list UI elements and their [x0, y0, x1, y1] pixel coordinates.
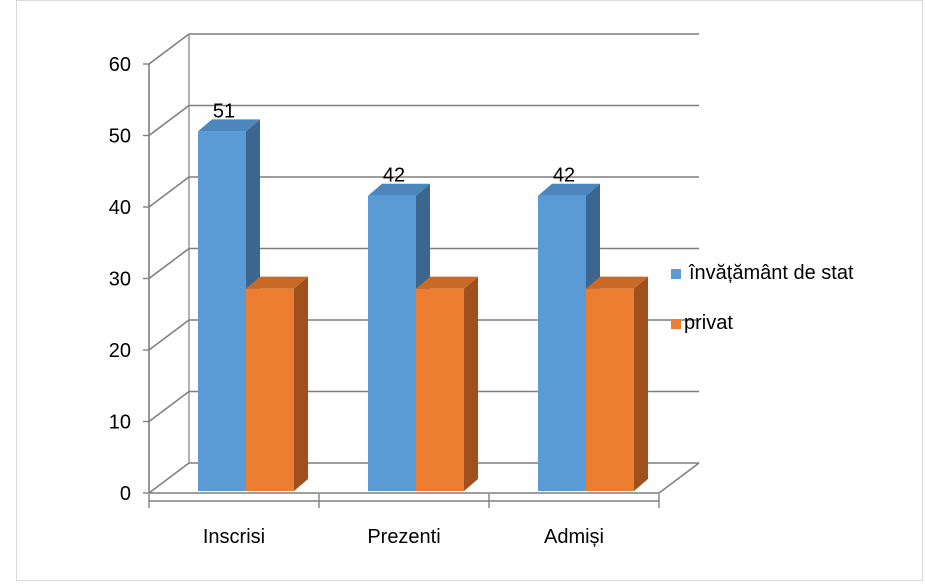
data-label: 42 [553, 165, 575, 187]
bar-top [246, 276, 308, 289]
bar-front [246, 288, 294, 491]
x-tick-label: Prezenti [367, 526, 440, 548]
bar-top [368, 183, 430, 196]
gridline-depth [148, 319, 190, 351]
bars [198, 119, 648, 491]
gridline-depth [148, 176, 190, 208]
y-tick-label: 20 [109, 340, 131, 362]
bar-side [294, 276, 308, 491]
gridline-depth [148, 33, 190, 65]
gridline-depth [148, 462, 190, 494]
bar-top [586, 276, 648, 289]
chart-frame: 0 10 20 30 40 50 60 Inscrisi Prezenti Admiși 51 42… [16, 0, 923, 581]
x-tick-label: Admiși [544, 526, 604, 548]
legend-swatch [671, 269, 681, 279]
gridline-depth [148, 247, 190, 280]
bar-front [586, 288, 634, 491]
data-labels: 51 42 42 [213, 100, 575, 186]
bar-privat-2 [416, 276, 478, 491]
bar-privat-3 [586, 276, 648, 491]
bar-side [634, 276, 648, 491]
y-tick-label: 50 [109, 126, 131, 148]
bar-front [368, 195, 416, 491]
bar-top [416, 276, 478, 289]
y-tick-label: 60 [109, 54, 131, 76]
bar-top [538, 183, 600, 196]
bar-front [198, 131, 246, 491]
y-tick-label: 10 [109, 412, 131, 434]
legend: învățământ de stat privat [671, 262, 854, 334]
y-tick-label: 0 [120, 483, 131, 505]
y-tick-label: 40 [109, 197, 131, 219]
legend-label: privat [684, 312, 733, 334]
gridline-depth [148, 104, 190, 137]
gridline-depth [148, 390, 190, 423]
bar-front [416, 288, 464, 491]
bar-top [198, 119, 260, 132]
legend-swatch [671, 319, 681, 329]
y-tick-label: 30 [109, 269, 131, 291]
legend-label: învățământ de stat [688, 262, 854, 284]
bar-chart: 0 10 20 30 40 50 60 Inscrisi Prezenti Admiși 51 42… [109, 33, 854, 548]
data-label: 42 [383, 165, 405, 187]
floor-edge [149, 462, 700, 494]
data-label: 51 [213, 100, 235, 122]
axes: 0 10 20 30 40 50 60 Inscrisi Prezenti Admiși [109, 34, 660, 548]
x-tick-label: Inscrisi [203, 526, 265, 548]
bar-side [464, 276, 478, 491]
bar-privat-1 [246, 276, 308, 491]
bar-front [538, 195, 586, 491]
